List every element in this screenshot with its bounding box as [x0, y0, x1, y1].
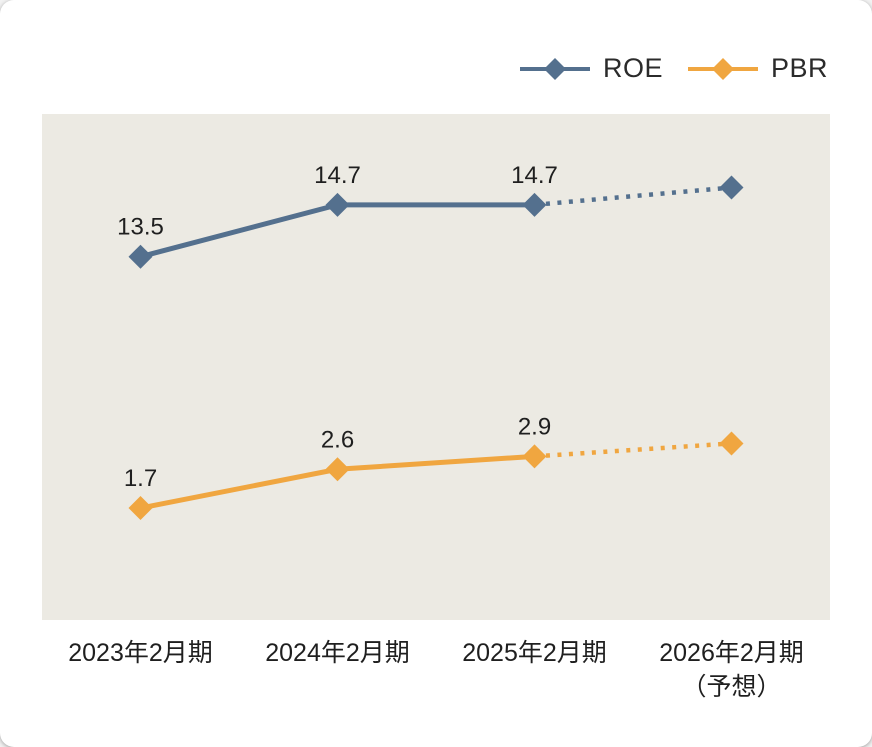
pbr-point-marker-3 — [719, 431, 744, 456]
x-axis: 2023年2月期 2024年2月期 2025年2月期 2026年2月期 （予想） — [42, 636, 830, 704]
roe-point-marker-2 — [522, 192, 547, 217]
legend-label-pbr: PBR — [770, 53, 828, 83]
pbr-line-diamond-icon — [687, 57, 758, 80]
roe-data-label-1: 14.7 — [314, 162, 361, 189]
roe-point-marker-0 — [128, 244, 153, 269]
roe-point-marker-1 — [325, 192, 350, 217]
pbr-data-label-0: 1.7 — [124, 465, 157, 492]
pbr-point-marker-1 — [325, 457, 350, 482]
pbr-point-marker-0 — [128, 496, 153, 521]
pbr-data-label-1: 2.6 — [321, 426, 354, 453]
chart-legend: ROE PBR — [519, 53, 828, 84]
legend-label-roe: ROE — [602, 53, 663, 83]
roe-data-label-2: 14.7 — [511, 162, 558, 189]
line-chart-svg: 13.5 14.7 14.7 1.7 2.6 2.9 — [117, 162, 744, 521]
x-axis-label-2025: 2025年2月期 — [462, 639, 607, 667]
plot-area: 13.5 14.7 14.7 1.7 2.6 2.9 — [42, 114, 830, 620]
legend-item-pbr: PBR — [687, 53, 828, 84]
x-axis-label-2026-forecast: 2026年2月期 （予想） — [659, 639, 804, 701]
pbr-data-label-2: 2.9 — [518, 413, 551, 440]
legend-item-roe: ROE — [519, 53, 663, 84]
pbr-forecast-dotted-line — [534, 441, 732, 459]
roe-point-marker-3 — [719, 175, 744, 200]
pbr-point-marker-2 — [522, 444, 547, 469]
roe-data-label-0: 13.5 — [117, 214, 164, 241]
roe-line-diamond-icon — [519, 57, 590, 80]
x-axis-label-2023: 2023年2月期 — [68, 639, 213, 667]
x-axis-label-2024: 2024年2月期 — [265, 639, 410, 667]
roe-forecast-dotted-line — [534, 185, 732, 208]
